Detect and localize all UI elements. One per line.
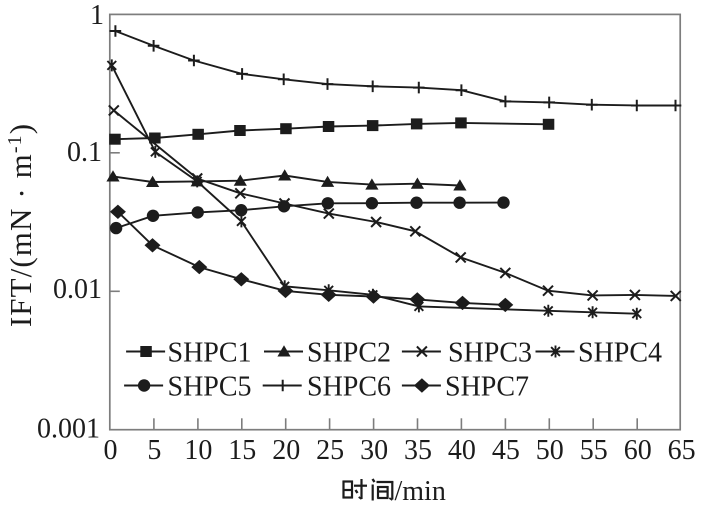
svg-text:SHPC6: SHPC6 <box>307 372 391 403</box>
svg-text:1: 1 <box>90 0 104 31</box>
svg-text:50: 50 <box>536 435 564 466</box>
svg-text:SHPC1: SHPC1 <box>168 338 252 369</box>
svg-text:0.001: 0.001 <box>37 414 100 445</box>
svg-text:SHPC4: SHPC4 <box>578 338 662 369</box>
svg-text:30: 30 <box>360 435 388 466</box>
svg-text:SHPC7: SHPC7 <box>445 372 529 403</box>
svg-text:0.01: 0.01 <box>53 274 102 305</box>
svg-text:IFT/(mN · m-1): IFT/(mN · m-1) <box>3 123 39 327</box>
svg-text:0: 0 <box>104 435 118 466</box>
svg-text:SHPC5: SHPC5 <box>168 372 252 403</box>
svg-text:0.1: 0.1 <box>67 137 102 168</box>
svg-text:65: 65 <box>668 435 696 466</box>
svg-text:5: 5 <box>147 435 161 466</box>
svg-text:45: 45 <box>492 435 520 466</box>
svg-text:15: 15 <box>228 435 256 466</box>
svg-text:10: 10 <box>184 435 212 466</box>
svg-text:55: 55 <box>580 435 608 466</box>
svg-text:60: 60 <box>624 435 652 466</box>
svg-text:25: 25 <box>316 435 344 466</box>
svg-text:SHPC2: SHPC2 <box>307 338 391 369</box>
svg-text:20: 20 <box>272 435 300 466</box>
svg-text:SHPC3: SHPC3 <box>448 338 532 369</box>
svg-text:35: 35 <box>404 435 432 466</box>
svg-text:/min: /min <box>395 476 446 506</box>
svg-text:40: 40 <box>448 435 476 466</box>
